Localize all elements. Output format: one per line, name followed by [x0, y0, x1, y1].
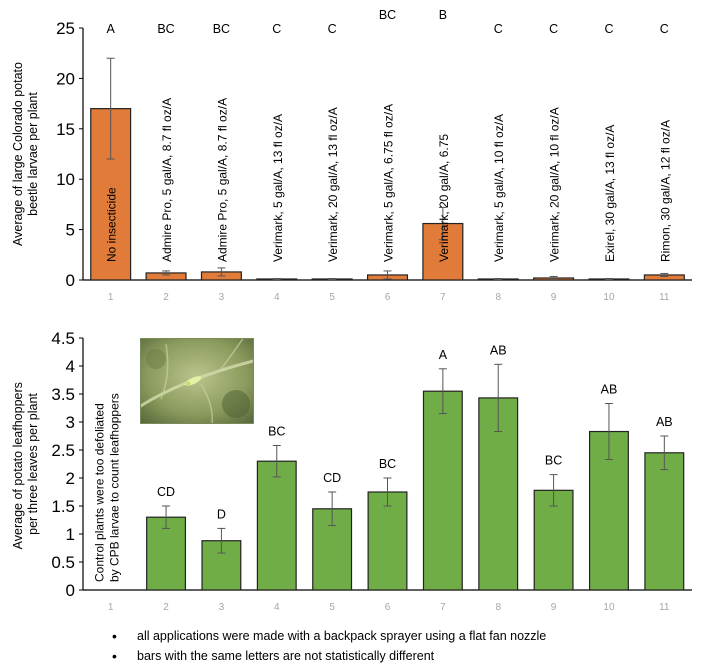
significance-letter-8: C	[494, 22, 503, 36]
treatment-label-4: Verimark, 5 gal/A, 13 fl oz/A	[271, 114, 285, 262]
y-tick-label: 4.5	[51, 329, 75, 348]
treatment-label-10: Exirel, 30 gal/A, 13 fl oz/A	[603, 125, 617, 262]
y-tick-label: 3.5	[51, 385, 75, 404]
y-axis-label: Average of large Colorado potatobeetle l…	[11, 62, 40, 246]
x-tick-label-1: 1	[108, 602, 114, 613]
footnote-letters: bars with the same letters are not stati…	[112, 646, 712, 666]
treatment-label-11: Rimon, 30 gal/A, 12 fl oz/A	[658, 120, 672, 262]
treatment-label-1: No insecticide	[105, 187, 119, 262]
x-tick-label-8: 8	[495, 292, 501, 303]
y-tick-label: 5	[66, 221, 75, 240]
x-tick-label-9: 9	[551, 292, 557, 303]
treatment-label-5: Verimark, 20 gal/A, 13 fl oz/A	[326, 107, 340, 262]
y-tick-label: 2	[66, 469, 75, 488]
y-tick-label: 1.5	[51, 497, 75, 516]
y-tick-label: 0	[66, 581, 75, 600]
y-tick-label: 1	[66, 525, 75, 544]
significance-letter-6: BC	[379, 8, 396, 22]
x-tick-label-7: 7	[440, 602, 446, 613]
x-tick-label-9: 9	[551, 602, 557, 613]
treatment-label-2: Admire Pro, 5 gal/A, 8.7 fl oz/A	[160, 98, 174, 262]
treatment-label-3: Admire Pro, 5 gal/A, 8.7 fl oz/A	[215, 98, 229, 262]
x-tick-label-6: 6	[385, 602, 391, 613]
x-tick-label-7: 7	[440, 292, 446, 303]
treatment-label-7: Verimark, 20 gal/A, 6.75	[437, 134, 451, 262]
y-tick-label: 0.5	[51, 553, 75, 572]
control-annotation: Control plants were too defoliatedby CPB…	[93, 393, 122, 582]
significance-letter-7: A	[439, 348, 448, 362]
significance-letter-6: BC	[379, 457, 396, 471]
y-tick-label: 25	[56, 19, 75, 38]
x-tick-label-3: 3	[219, 602, 225, 613]
x-tick-label-6: 6	[385, 292, 391, 303]
treatment-label-6: Verimark, 5 gal/A, 6.75 fl oz/A	[382, 104, 396, 262]
leafhopper-chart: 0 0.5 1 1.5 2 2.5 3 3.5 4 4.5 Average of potato le…	[11, 329, 692, 613]
significance-letter-7: B	[439, 8, 447, 22]
significance-letter-9: BC	[545, 454, 562, 468]
x-tick-label-3: 3	[219, 292, 225, 303]
significance-letter-5: CD	[323, 471, 341, 485]
leafhopper-photo	[140, 338, 254, 424]
y-tick-label: 10	[56, 170, 75, 189]
significance-letter-11: C	[660, 22, 669, 36]
significance-letter-9: C	[549, 22, 558, 36]
y-axis-label: Average of potato leafhoppers per three …	[11, 379, 40, 550]
y-tick-label: 3	[66, 413, 75, 432]
significance-letter-2: CD	[157, 485, 175, 499]
footnotes: all applications were made with a backpa…	[112, 626, 712, 666]
x-tick-label-4: 4	[274, 602, 280, 613]
significance-letter-3: BC	[213, 22, 230, 36]
x-tick-label-1: 1	[108, 292, 114, 303]
x-tick-label-11: 11	[659, 292, 670, 303]
y-tick-label: 20	[56, 69, 75, 88]
x-tick-label-2: 2	[163, 602, 169, 613]
y-tick-label: 15	[56, 120, 75, 139]
significance-letter-1: A	[107, 22, 116, 36]
significance-letter-5: C	[328, 22, 337, 36]
bar-2	[146, 516, 187, 591]
x-tick-label-2: 2	[163, 292, 169, 303]
significance-letter-10: AB	[601, 383, 618, 397]
y-tick-label: 2.5	[51, 441, 75, 460]
significance-letter-3: D	[217, 507, 226, 521]
footnote-sprayer: all applications were made with a backpa…	[112, 626, 712, 646]
bar-4	[256, 460, 297, 591]
bar-11	[644, 452, 685, 591]
x-tick-label-5: 5	[329, 292, 335, 303]
bar-6	[367, 491, 408, 591]
x-tick-label-10: 10	[603, 292, 615, 303]
x-tick-label-11: 11	[659, 602, 670, 613]
significance-letter-2: BC	[157, 22, 174, 36]
x-tick-label-5: 5	[329, 602, 335, 613]
x-tick-label-4: 4	[274, 292, 280, 303]
bar-7	[422, 390, 463, 591]
significance-letter-10: C	[604, 22, 613, 36]
significance-letter-11: AB	[656, 415, 673, 429]
y-tick-label: 0	[66, 271, 75, 290]
y-tick-label: 4	[66, 357, 75, 376]
x-tick-label-8: 8	[495, 602, 501, 613]
x-tick-label-10: 10	[603, 602, 615, 613]
treatment-label-8: Verimark, 5 gal/A, 10 fl oz/A	[492, 114, 506, 262]
treatment-label-9: Verimark, 20 gal/A, 10 fl oz/A	[548, 107, 562, 262]
significance-letter-4: BC	[268, 425, 285, 439]
significance-letter-4: C	[272, 22, 281, 36]
bar-9	[533, 489, 574, 591]
significance-letter-8: AB	[490, 343, 507, 357]
